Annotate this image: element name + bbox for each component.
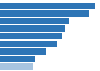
Bar [0,56,35,62]
Bar [0,33,62,39]
Bar [0,48,46,55]
Bar [0,10,89,17]
Bar [0,25,65,32]
Bar [0,41,57,47]
Bar [0,18,69,24]
Bar [0,3,95,9]
Bar [0,63,33,70]
